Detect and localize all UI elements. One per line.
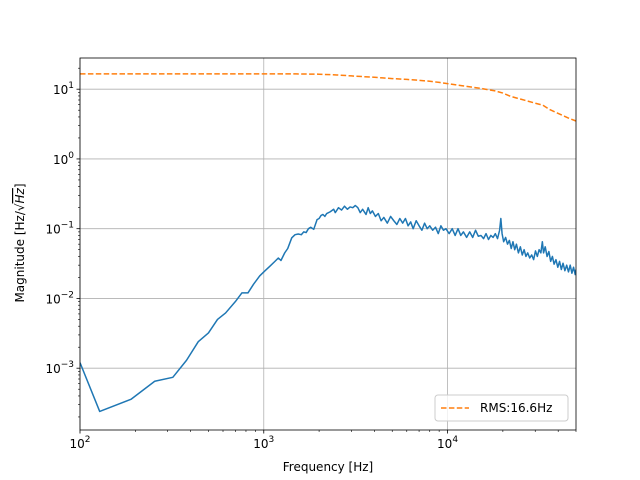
y-axis-title-radicand: Hz	[13, 187, 27, 203]
x-tick-label: 103	[253, 435, 274, 451]
y-axis-title-radical: √	[13, 203, 27, 211]
x-tick-label: 104	[437, 435, 458, 451]
y-tick-label: 101	[53, 81, 74, 97]
y-tick-label: 100	[53, 151, 74, 167]
legend-rms-label: RMS:16.6Hz	[480, 401, 552, 415]
plot-area	[80, 73, 576, 413]
legend-box	[434, 394, 569, 422]
x-tick-label: 102	[69, 435, 90, 451]
ticks: 102 103 104 10−3 10−2 10−1 100 101	[45, 67, 577, 451]
rms-series-line	[80, 73, 576, 122]
y-axis-title: Magnitude [Hz/√Hz]	[13, 183, 27, 302]
legend: RMS:16.6Hz	[434, 394, 569, 422]
magnitude-series-line	[80, 204, 576, 413]
y-tick-label: 10−3	[45, 360, 74, 376]
y-tick-label: 10−1	[45, 221, 74, 237]
y-tick-label: 10−2	[45, 290, 74, 306]
x-axis-title: Frequency [Hz]	[283, 460, 374, 474]
